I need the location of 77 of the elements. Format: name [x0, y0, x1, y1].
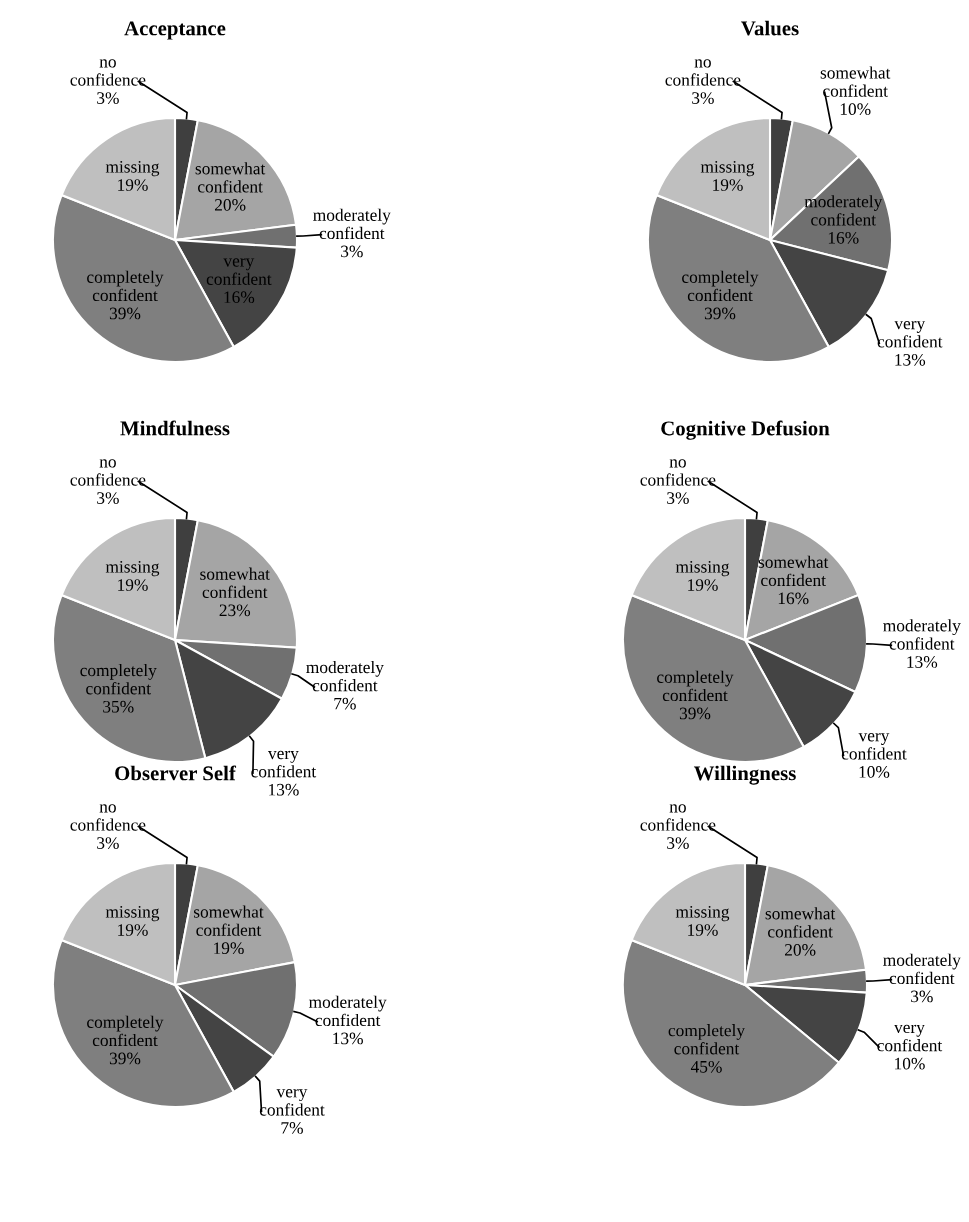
- slice-label: missing: [675, 560, 730, 577]
- data-label: 19%: [688, 579, 718, 591]
- data-label: 3%: [667, 492, 689, 504]
- data-label: 13%: [907, 656, 938, 668]
- chart-title: Cognitive Defusion: [661, 420, 830, 440]
- chart-title: Observer Self: [115, 765, 237, 781]
- chart-title: Willingness: [693, 765, 796, 785]
- slice-label: somewhat confident: [765, 907, 836, 938]
- slice-label: moderately confident: [308, 995, 387, 1027]
- slice-label: moderately confident: [883, 619, 961, 650]
- slice-label: somewhat confident: [758, 555, 829, 587]
- data-label: 39%: [679, 707, 711, 720]
- data-label: 19%: [688, 924, 718, 936]
- chart-title: Values: [741, 20, 799, 36]
- data-label: 10%: [895, 1057, 925, 1070]
- data-label: 16%: [778, 592, 809, 605]
- slice-label: no confidence: [70, 804, 146, 831]
- slice-label: no confidence: [640, 459, 716, 486]
- slice-label: completely confident: [87, 1015, 164, 1047]
- slice-label: very confident: [251, 750, 317, 778]
- chart-title: Acceptance: [124, 21, 226, 40]
- data-label: 13%: [269, 783, 299, 796]
- slice-label: no confidence: [70, 459, 146, 486]
- data-label: 23%: [219, 604, 251, 617]
- data-label: 10%: [840, 103, 871, 116]
- data-label: 19%: [118, 579, 148, 591]
- data-label: 20%: [784, 944, 816, 956]
- slice-label: very confident: [841, 733, 907, 760]
- data-label: 3%: [911, 990, 933, 1003]
- slice-label: very confident: [877, 320, 943, 348]
- data-label: 3%: [667, 837, 689, 849]
- slice-label: moderately confident: [306, 660, 384, 692]
- slice-label: missing: [700, 160, 755, 177]
- data-label: 39%: [109, 307, 141, 320]
- slice-label: missing: [105, 905, 160, 922]
- slice-label: somewhat confident: [820, 66, 891, 97]
- data-label: 13%: [895, 353, 926, 366]
- data-label: 3%: [97, 837, 119, 849]
- data-label: 3%: [97, 92, 119, 104]
- data-label: 19%: [713, 179, 743, 191]
- slice-label: no confidence: [640, 804, 716, 831]
- data-label: 10%: [859, 766, 890, 778]
- data-label: 16%: [828, 232, 859, 244]
- data-label: 39%: [109, 1052, 141, 1065]
- chart-title: Mindfulness: [120, 420, 230, 436]
- data-label: 16%: [224, 291, 255, 304]
- slice-label: missing: [675, 905, 730, 922]
- slice-label: somewhat confident: [195, 162, 266, 193]
- data-label: 45%: [690, 1060, 722, 1073]
- data-label: 20%: [214, 199, 246, 211]
- slice-label: completely confident: [87, 270, 164, 302]
- slice-label: completely confident: [668, 1024, 745, 1055]
- slice-label: very confident: [877, 1024, 943, 1052]
- data-label: 7%: [334, 697, 356, 710]
- data-label: 13%: [333, 1032, 363, 1045]
- slice-label: moderately confident: [313, 208, 391, 240]
- slice-label: somewhat confident: [194, 905, 264, 936]
- slice-label: very confident: [206, 258, 272, 285]
- data-label: 3%: [692, 92, 714, 104]
- data-label: 7%: [281, 1122, 303, 1134]
- slice-label: missing: [105, 160, 160, 177]
- slice-label: somewhat confident: [200, 567, 270, 598]
- slice-label: no confidence: [665, 59, 741, 86]
- slice-label: missing: [105, 560, 160, 577]
- slice-label: moderately confident: [883, 953, 961, 985]
- data-label: 19%: [118, 179, 148, 191]
- data-label: 19%: [118, 924, 148, 936]
- data-label: 35%: [103, 700, 134, 713]
- slice-label: very confident: [259, 1089, 325, 1116]
- data-label: 3%: [97, 492, 119, 504]
- data-label: 19%: [214, 942, 244, 955]
- slice-label: completely confident: [80, 663, 157, 695]
- data-label: 3%: [341, 245, 363, 258]
- slice-label: no confidence: [70, 59, 146, 86]
- slice-label: completely confident: [657, 670, 734, 702]
- slice-label: completely confident: [682, 270, 759, 302]
- data-label: 39%: [704, 307, 736, 320]
